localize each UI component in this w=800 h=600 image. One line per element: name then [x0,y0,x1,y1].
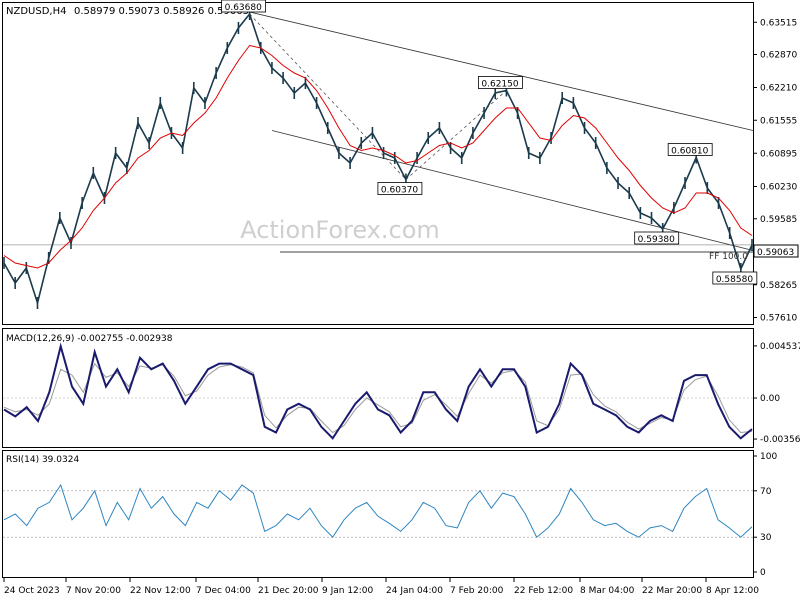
rsi-tick-label: 0 [760,568,766,578]
price-annotation-label: 0.58580 [716,275,753,285]
channel-lines [249,11,754,251]
time-tick-label: 24 Jan 04:00 [386,586,443,596]
price-tick-label: 0.59585 [760,215,797,225]
rsi-tick-label: 30 [760,533,772,543]
price-axis: 0.63515 0.62870 0.62210 0.61555 0.60895 0.602… [3,18,797,324]
time-tick-label: 22 Mar 20:00 [642,586,702,596]
rsi-title: RSI(14) 39.0324 [6,455,79,465]
rsi-series [3,483,753,538]
price-annotation-label: 0.60810 [671,147,708,157]
time-tick-label: 22 Feb 12:00 [514,586,573,596]
macd-series [3,342,753,440]
rsi-line [3,483,753,538]
chart-symbol: NZDUSD,H4 [6,6,66,17]
price-tick-label: 0.62210 [760,84,797,94]
channel-lower-line [271,130,754,251]
macd-tick-label: -0.003568 [760,435,800,445]
price-tick-label: 0.62870 [760,51,797,61]
price-panel-frame [2,2,754,325]
channel-upper-line [249,11,754,131]
price-line [3,12,753,306]
current-price-tag: 0.59063 [753,244,799,258]
time-tick-label: 8 Apr 12:00 [706,586,759,596]
time-tick-label: 22 Nov 12:00 [130,586,191,596]
price-annotation-box [377,182,423,195]
macd-signal-line [3,362,753,434]
time-tick-label: 7 Nov 20:00 [66,586,121,596]
macd-line [3,342,753,440]
price-annotation-box [221,0,267,13]
watermark: ActionForex.com [240,216,440,244]
price-annotation-box [634,231,680,245]
price-tick-label: 0.58265 [760,281,797,291]
price-annotation-label: 0.59380 [638,235,675,245]
price-tick-label: 0.60895 [760,149,797,159]
rsi-panel-frame [2,450,754,578]
price-tick-label: 0.61555 [760,116,797,126]
price-annotation-label: 0.63680 [225,3,262,13]
macd-panel-frame [2,328,754,448]
price-tick-label: 0.57610 [760,314,797,324]
price-annotation-label: 0.60370 [381,186,418,196]
time-tick-label: 7 Feb 20:00 [450,586,504,596]
macd-tick-label: 0.004537 [760,342,800,352]
time-tick-label: 7 Dec 04:00 [196,586,251,596]
rsi-tick-label: 70 [760,487,772,497]
price-annotation-box [667,143,713,156]
time-axis: 24 Oct 2023 7 Nov 20:00 22 Nov 12:00 7 Dec … [3,578,759,596]
price-annotation-label: 0.62150 [481,80,518,90]
moving-average-line [3,44,753,269]
price-annotation-box [712,271,758,285]
macd-axis: 0.004537 0.00 -0.003568 [3,342,800,445]
fib-label: FF 100.0 [709,252,748,262]
wave-dashed-line [249,13,407,180]
rsi-tick-label: 100 [760,452,777,462]
time-tick-label: 8 Mar 04:00 [580,586,635,596]
chart-ohlc: 0.58979 0.59073 0.58926 0.59063 [74,6,249,17]
wave-dashed-line [405,90,507,180]
time-tick-label: 21 Dec 20:00 [258,586,319,596]
macd-tick-label: 0.00 [760,394,780,404]
rsi-axis: 100 70 30 0 [3,452,777,578]
macd-title: MACD(12,26,9) -0.002755 -0.002938 [6,334,173,344]
price-series [3,8,753,309]
price-annotation-box [477,76,523,89]
current-price-label: 0.59063 [757,248,794,258]
price-tick-label: 0.60230 [760,183,797,193]
price-tick-label: 0.63515 [760,18,797,28]
time-tick-label: 24 Oct 2023 [4,586,60,596]
price-annotations: 0.63680 0.62150 0.60810 0.60370 0.59380 0.585… [221,0,758,285]
time-tick-label: 9 Jan 12:00 [322,586,374,596]
